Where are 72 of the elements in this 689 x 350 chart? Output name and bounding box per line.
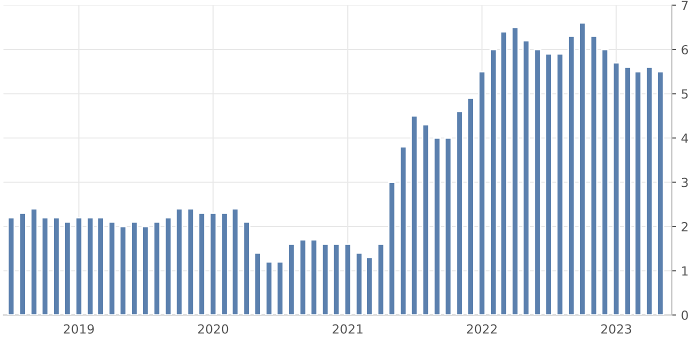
y-tick-label: 6 [682, 44, 688, 54]
x-tick-label: 2019 [64, 324, 94, 334]
y-tick-label: 1 [682, 266, 688, 276]
bar [456, 110, 464, 315]
bar [490, 48, 498, 315]
bar [601, 48, 609, 315]
bar [646, 66, 654, 315]
bar [399, 146, 408, 315]
bar [299, 239, 307, 315]
bar [534, 48, 542, 315]
bar [568, 36, 576, 315]
bar [656, 70, 664, 315]
bar [410, 115, 418, 315]
bar [265, 261, 273, 315]
bar [544, 53, 552, 315]
bar [86, 216, 94, 315]
bar [7, 216, 15, 315]
y-tick-label: 5 [682, 89, 688, 99]
bar [590, 36, 598, 315]
y-tick-label: 3 [682, 178, 688, 188]
bar [242, 221, 250, 315]
bar [634, 70, 642, 315]
bar [344, 244, 352, 315]
bar [209, 212, 217, 315]
x-tick-label: 2020 [198, 324, 228, 334]
bar [119, 226, 127, 315]
bar [332, 244, 340, 315]
bar [511, 26, 519, 315]
y-tick-label: 2 [682, 222, 688, 232]
bar [75, 216, 83, 315]
bar [52, 216, 60, 315]
y-tick-label: 4 [681, 134, 688, 143]
bar [198, 212, 206, 315]
bar [130, 221, 138, 315]
bar [254, 252, 262, 315]
bar [355, 252, 363, 315]
bar [310, 239, 318, 315]
bar [444, 137, 452, 315]
bar [41, 216, 49, 315]
bar [366, 256, 374, 315]
bar [142, 226, 150, 315]
bar [231, 208, 239, 315]
bar [164, 216, 172, 315]
y-tick-label: 0 [682, 310, 688, 320]
bar [175, 208, 184, 315]
bar [478, 70, 486, 315]
bar [388, 182, 396, 315]
x-tick-label: 2022 [466, 324, 497, 334]
bar [153, 221, 161, 315]
bar [612, 62, 620, 315]
bar [422, 124, 430, 315]
bar [377, 244, 385, 315]
bar [522, 40, 530, 315]
bar [578, 22, 586, 315]
bar [220, 212, 228, 315]
y-tick-label: 7 [682, 0, 688, 10]
bar [30, 208, 38, 315]
bar [108, 221, 116, 315]
bar [18, 212, 26, 315]
x-tick-label: 2021 [332, 324, 362, 334]
bar [288, 244, 296, 315]
x-tick-label: 2023 [601, 324, 632, 334]
bar [466, 97, 474, 315]
bar [500, 31, 508, 315]
bar [96, 216, 104, 315]
bar [321, 244, 330, 315]
bar [433, 137, 441, 315]
bar [556, 53, 564, 315]
bar [624, 66, 632, 315]
bar [186, 208, 194, 315]
bar [276, 261, 284, 315]
bar [64, 221, 72, 315]
